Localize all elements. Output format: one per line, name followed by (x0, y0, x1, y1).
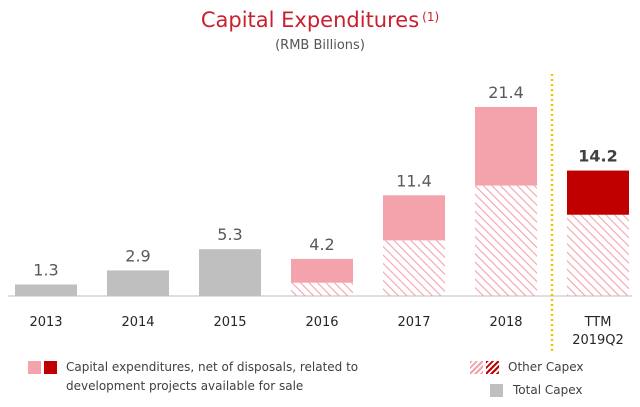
chart-title-block: Capital Expenditures (1) (RMB Billions) (0, 8, 640, 53)
x-tick-label-2017: 2017 (397, 315, 430, 330)
bar-other-ttm-2019q2 (567, 214, 629, 296)
x-tick-label-2013: 2013 (29, 315, 62, 330)
bar-dev-2018 (475, 106, 537, 186)
bar-total-2013 (15, 284, 77, 296)
bar-other-2016 (291, 282, 353, 296)
x-tick-label-2015: 2015 (213, 315, 246, 330)
value-label-2017: 11.4 (396, 171, 432, 190)
value-label-2018: 21.4 (488, 83, 524, 102)
legend-label-dev-projects: Capital expenditures, net of disposals, … (66, 360, 359, 393)
legend-swatch-dev-dark (44, 361, 57, 374)
bar-other-2018 (475, 185, 537, 296)
bar-other-2017 (383, 240, 445, 296)
value-label-ttm-2019q2: 14.2 (578, 147, 617, 166)
x-tick-label-2014: 2014 (121, 315, 154, 330)
bar-dev-2017 (383, 195, 445, 241)
chart-subtitle: (RMB Billions) (275, 38, 365, 53)
x-tick-label-ttm-2019q2-2: 2019Q2 (572, 333, 624, 348)
chart-title: Capital Expenditures (200, 8, 420, 32)
legend-swatch-total (490, 384, 503, 397)
title-footnote-marker: (1) (422, 9, 440, 24)
legend-swatch-other-dark (486, 361, 499, 374)
capex-bar-chart: 1.3 2013 2.9 2014 5.3 2015 4.2 2016 11.4 2017 21.4… (8, 74, 632, 353)
value-label-2015: 5.3 (217, 225, 242, 244)
legend-swatch-dev-light (28, 361, 41, 374)
x-tick-label-2016: 2016 (305, 315, 338, 330)
legend-swatch-other-light (470, 361, 483, 374)
bar-total-2014 (107, 270, 169, 296)
chart-legend: Capital expenditures, net of disposals, … (0, 355, 640, 407)
bar-dev-ttm-2019q2 (567, 170, 629, 215)
bar-total-2015 (199, 249, 261, 296)
x-tick-label-ttm-2019q2-1: TTM (584, 315, 612, 330)
value-label-2013: 1.3 (33, 261, 58, 280)
value-label-2014: 2.9 (125, 246, 150, 265)
value-label-2016: 4.2 (309, 235, 334, 254)
bar-dev-2016 (291, 258, 353, 283)
x-tick-label-2018: 2018 (489, 315, 522, 330)
legend-label-total-capex: Total Capex (513, 383, 583, 397)
legend-label-other-capex: Other Capex (508, 360, 584, 374)
